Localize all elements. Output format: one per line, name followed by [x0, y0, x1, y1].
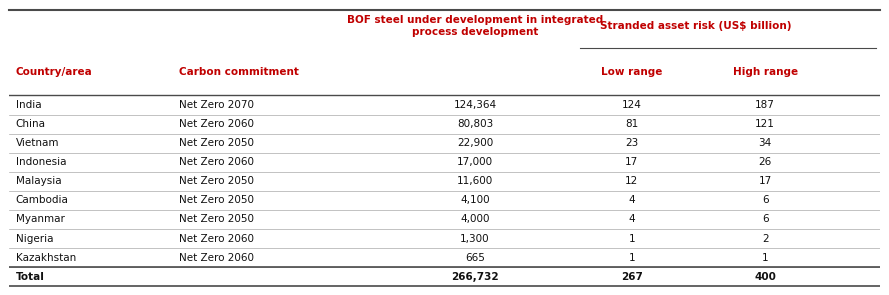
- Text: Net Zero 2060: Net Zero 2060: [179, 119, 253, 129]
- Text: 4: 4: [629, 195, 635, 205]
- Text: 121: 121: [755, 119, 775, 129]
- Text: 6: 6: [762, 195, 768, 205]
- Text: 2: 2: [762, 234, 768, 244]
- Text: 6: 6: [762, 214, 768, 224]
- Text: Net Zero 2060: Net Zero 2060: [179, 253, 253, 263]
- Text: Net Zero 2050: Net Zero 2050: [179, 195, 253, 205]
- Text: 1: 1: [629, 253, 635, 263]
- Text: Myanmar: Myanmar: [16, 214, 65, 224]
- Text: 4: 4: [629, 214, 635, 224]
- Text: Malaysia: Malaysia: [16, 176, 61, 186]
- Text: BOF steel under development in integrated
process development: BOF steel under development in integrate…: [347, 15, 603, 37]
- Text: 267: 267: [621, 272, 643, 282]
- Text: 400: 400: [754, 272, 776, 282]
- Text: Kazakhstan: Kazakhstan: [16, 253, 76, 263]
- Text: 665: 665: [465, 253, 485, 263]
- Text: 26: 26: [758, 157, 772, 167]
- Text: 17,000: 17,000: [457, 157, 493, 167]
- Text: 1: 1: [629, 234, 635, 244]
- Text: India: India: [16, 100, 42, 110]
- Text: Net Zero 2060: Net Zero 2060: [179, 157, 253, 167]
- Text: Net Zero 2070: Net Zero 2070: [179, 100, 253, 110]
- Text: Low range: Low range: [601, 67, 662, 77]
- Text: Indonesia: Indonesia: [16, 157, 67, 167]
- Text: 187: 187: [755, 100, 775, 110]
- Text: 17: 17: [758, 176, 772, 186]
- Text: 34: 34: [758, 138, 772, 148]
- Text: 22,900: 22,900: [457, 138, 493, 148]
- Text: 1: 1: [762, 253, 768, 263]
- Text: Net Zero 2050: Net Zero 2050: [179, 214, 253, 224]
- Text: 81: 81: [625, 119, 638, 129]
- Text: Cambodia: Cambodia: [16, 195, 68, 205]
- Text: China: China: [16, 119, 46, 129]
- Text: Net Zero 2050: Net Zero 2050: [179, 176, 253, 186]
- Text: Net Zero 2060: Net Zero 2060: [179, 234, 253, 244]
- Text: Total: Total: [16, 272, 44, 282]
- Text: 23: 23: [625, 138, 638, 148]
- Text: 266,732: 266,732: [452, 272, 499, 282]
- Text: 124,364: 124,364: [453, 100, 497, 110]
- Text: 4,100: 4,100: [461, 195, 490, 205]
- Text: 80,803: 80,803: [457, 119, 493, 129]
- Text: 4,000: 4,000: [461, 214, 490, 224]
- Text: Carbon commitment: Carbon commitment: [179, 67, 299, 77]
- Text: 1,300: 1,300: [461, 234, 490, 244]
- Text: Nigeria: Nigeria: [16, 234, 53, 244]
- Text: High range: High range: [733, 67, 797, 77]
- Text: Country/area: Country/area: [16, 67, 92, 77]
- Text: Net Zero 2050: Net Zero 2050: [179, 138, 253, 148]
- Text: 11,600: 11,600: [457, 176, 493, 186]
- Text: Vietnam: Vietnam: [16, 138, 60, 148]
- Text: 17: 17: [625, 157, 638, 167]
- Text: 124: 124: [622, 100, 642, 110]
- Text: Stranded asset risk (US$ billion): Stranded asset risk (US$ billion): [600, 21, 791, 31]
- Text: 12: 12: [625, 176, 638, 186]
